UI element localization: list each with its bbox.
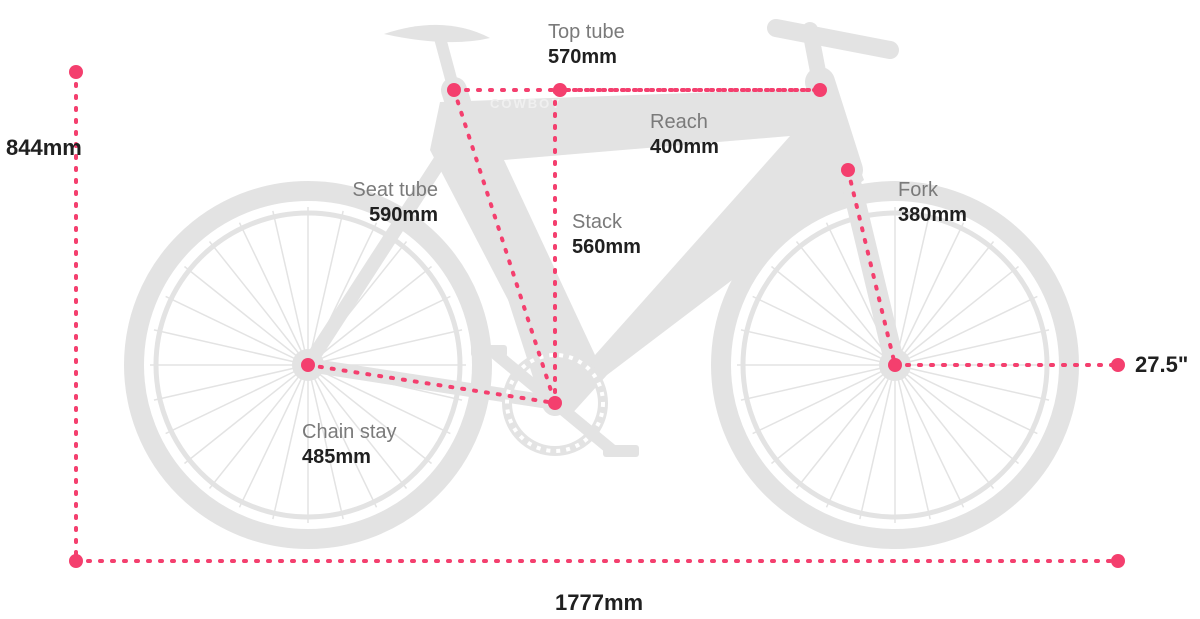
measurement-value: 380mm — [898, 203, 967, 228]
dot-length-right — [1111, 554, 1125, 568]
bike-geometry-diagram: COWBOY Top tube570mmReach400mmSeat tube5… — [0, 0, 1200, 619]
chainstay-line — [308, 365, 555, 403]
edge-label-length: 1777mm — [555, 590, 643, 616]
dot-seat-top — [447, 83, 461, 97]
fork-line — [848, 170, 895, 365]
dot-head-top — [813, 83, 827, 97]
measurement-value: 590mm — [352, 203, 438, 228]
edge-label-wheel-size: 27.5" — [1135, 352, 1188, 378]
measurement-name: Chain stay — [302, 420, 397, 445]
measurement-stack: Stack560mm — [572, 210, 641, 260]
measurement-fork: Fork380mm — [898, 178, 967, 228]
dot-height-bottom — [69, 554, 83, 568]
measurement-name: Fork — [898, 178, 967, 203]
dot-rear-hub — [301, 358, 315, 372]
measurement-value: 570mm — [548, 45, 625, 70]
measurement-name: Reach — [650, 110, 719, 135]
measurement-chain-stay: Chain stay485mm — [302, 420, 397, 470]
measurement-reach: Reach400mm — [650, 110, 719, 160]
measurement-name: Top tube — [548, 20, 625, 45]
dot-toptube-mid — [553, 83, 567, 97]
dot-wheel-edge — [1111, 358, 1125, 372]
dot-height-top — [69, 65, 83, 79]
measurement-seat-tube: Seat tube590mm — [352, 178, 438, 228]
dot-bb — [548, 396, 562, 410]
dot-head-bot — [841, 163, 855, 177]
measurement-lines — [0, 0, 1200, 619]
measurement-top-tube: Top tube570mm — [548, 20, 625, 70]
edge-label-height: 844mm — [6, 135, 82, 161]
measurement-value: 400mm — [650, 135, 719, 160]
seat-tube-line — [454, 90, 555, 403]
measurement-name: Seat tube — [352, 178, 438, 203]
measurement-name: Stack — [572, 210, 641, 235]
measurement-value: 485mm — [302, 445, 397, 470]
dot-front-hub — [888, 358, 902, 372]
measurement-value: 560mm — [572, 235, 641, 260]
